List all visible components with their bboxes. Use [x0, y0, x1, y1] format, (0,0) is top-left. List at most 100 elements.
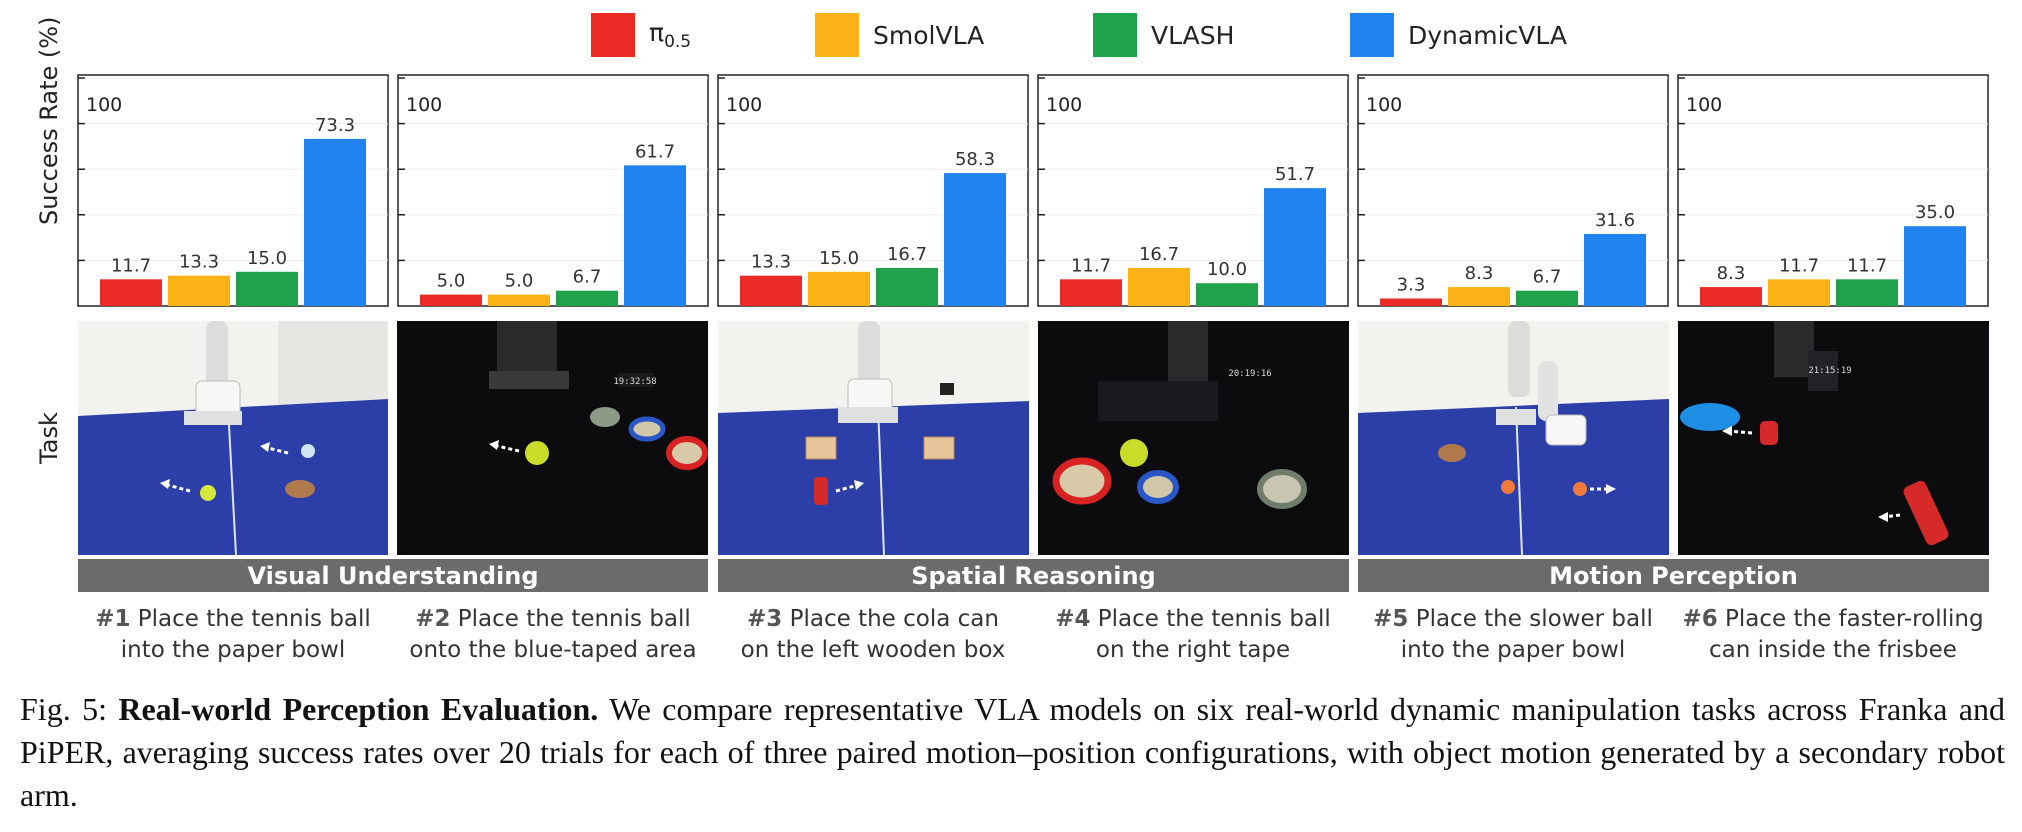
- data-label-dynamicvla-task4: 51.7: [1275, 164, 1315, 185]
- data-label-smolvla-task6: 11.7: [1779, 255, 1819, 276]
- bar-panels: 100 11.7 13.3 15.0 73.3 100 5.0 5.0 6.7 61.7 100 13…: [77, 74, 1989, 307]
- data-label-pi05-task4: 11.7: [1071, 255, 1111, 276]
- task-caption-2: #2 Place the tennis ball onto the blue-t…: [393, 604, 713, 666]
- bar-vlash-task2: [556, 290, 618, 306]
- task-photo-2: 19:32:58: [397, 321, 708, 555]
- y-tick-label-100: 100: [406, 94, 442, 116]
- clock-readout-4: 20:19:16: [1228, 369, 1271, 379]
- task-number: #2: [415, 606, 451, 632]
- data-label-pi05-task3: 13.3: [751, 252, 791, 273]
- data-label-vlash-task5: 6.7: [1533, 267, 1562, 288]
- task-line2: into the paper bowl: [120, 637, 346, 663]
- bar-vlash-task1: [236, 271, 298, 306]
- legend-label-smolvla: SmolVLA: [873, 20, 985, 50]
- bar-pi05-task4: [1060, 279, 1122, 306]
- category-band-spatial-reasoning: Spatial Reasoning: [718, 559, 1349, 592]
- bar-dynamicvla-task4: [1264, 188, 1326, 306]
- data-label-vlash-task2: 6.7: [573, 267, 602, 288]
- bar-dynamicvla-task6: [1904, 226, 1966, 306]
- task-line1: Place the tennis ball: [457, 606, 691, 632]
- task-axis-label: Task: [35, 412, 63, 464]
- task-number: #3: [747, 606, 783, 632]
- task-number: #5: [1373, 606, 1409, 632]
- data-label-smolvla-task3: 15.0: [819, 248, 859, 269]
- task-photo-3: [718, 321, 1029, 555]
- task-line1: Place the tennis ball: [137, 606, 371, 632]
- task-line1: Place the faster-rolling: [1725, 606, 1984, 632]
- data-label-vlash-task6: 11.7: [1847, 255, 1887, 276]
- legend-item-smolvla: SmolVLA: [815, 10, 984, 60]
- y-tick-label-100: 100: [726, 94, 762, 116]
- legend-label-dynamicvla: DynamicVLA: [1408, 20, 1567, 50]
- task-photo-4: 20:19:16: [1038, 321, 1349, 555]
- bar-vlash-task3: [876, 267, 938, 306]
- bar-smolvla-task5: [1448, 287, 1510, 306]
- bar-dynamicvla-task3: [944, 173, 1006, 306]
- bar-pi05-task3: [740, 275, 802, 306]
- task-number: #6: [1682, 606, 1718, 632]
- task-number: #4: [1055, 606, 1091, 632]
- bar-smolvla-task3: [808, 271, 870, 306]
- data-label-pi05-task6: 8.3: [1717, 263, 1746, 284]
- task-photo-5: [1358, 321, 1669, 555]
- task-caption-1: #1 Place the tennis ball into the paper …: [73, 604, 393, 666]
- data-label-pi05-task2: 5.0: [437, 271, 466, 292]
- bar-smolvla-task6: [1768, 279, 1830, 306]
- y-tick-label-100: 100: [1046, 94, 1082, 116]
- data-label-dynamicvla-task3: 58.3: [955, 149, 995, 170]
- legend: π0.5 SmolVLA VLASH DynamicVLA: [0, 10, 2022, 60]
- bar-vlash-task6: [1836, 279, 1898, 306]
- task-line2: on the right tape: [1095, 637, 1291, 663]
- data-label-dynamicvla-task6: 35.0: [1915, 202, 1955, 223]
- caption-prefix: Fig. 5:: [20, 691, 119, 727]
- y-tick-label-100: 100: [1366, 94, 1402, 116]
- task-line2: into the paper bowl: [1400, 637, 1626, 663]
- bar-smolvla-task1: [168, 275, 230, 306]
- clock-readout-2: 19:32:58: [613, 377, 656, 387]
- task-line2: onto the blue-taped area: [409, 637, 697, 663]
- bar-pi05-task5: [1380, 298, 1442, 306]
- task-line1: Place the slower ball: [1415, 606, 1653, 632]
- data-label-dynamicvla-task1: 73.3: [315, 115, 355, 136]
- bar-vlash-task5: [1516, 290, 1578, 306]
- category-band-visual-understanding: Visual Understanding: [78, 559, 708, 592]
- legend-swatch-pi05: [591, 13, 635, 57]
- clock-readout-6: 21:15:19: [1808, 366, 1851, 376]
- task-line1: Place the tennis ball: [1097, 606, 1331, 632]
- data-label-pi05-task1: 11.7: [111, 255, 151, 276]
- bar-dynamicvla-task5: [1584, 233, 1646, 306]
- data-label-vlash-task3: 16.7: [887, 244, 927, 265]
- data-label-dynamicvla-task5: 31.6: [1595, 210, 1635, 231]
- bar-dynamicvla-task1: [304, 138, 366, 306]
- data-label-smolvla-task4: 16.7: [1139, 244, 1179, 265]
- caption-title: Real-world Perception Evaluation.: [118, 691, 599, 727]
- caption-body: We compare representative VLA models on …: [20, 691, 2006, 813]
- bar-pi05-task6: [1700, 287, 1762, 306]
- task-line2: can inside the frisbee: [1709, 637, 1957, 663]
- bar-pi05-task2: [420, 294, 482, 306]
- task-caption-3: #3 Place the cola can on the left wooden…: [713, 604, 1033, 666]
- data-label-vlash-task4: 10.0: [1207, 259, 1247, 280]
- data-label-pi05-task5: 3.3: [1397, 274, 1426, 295]
- bar-pi05-task1: [100, 279, 162, 306]
- y-tick-label-100: 100: [1686, 94, 1722, 116]
- legend-item-vlash: VLASH: [1093, 10, 1234, 60]
- data-label-smolvla-task5: 8.3: [1465, 263, 1494, 284]
- data-label-vlash-task1: 15.0: [247, 248, 287, 269]
- bar-smolvla-task4: [1128, 267, 1190, 306]
- y-tick-label-100: 100: [86, 94, 122, 116]
- legend-item-pi05: π0.5: [591, 10, 691, 60]
- legend-swatch-vlash: [1093, 13, 1137, 57]
- category-band-motion-perception: Motion Perception: [1358, 559, 1989, 592]
- bar-smolvla-task2: [488, 294, 550, 306]
- task-line1: Place the cola can: [789, 606, 999, 632]
- data-label-smolvla-task2: 5.0: [505, 271, 534, 292]
- legend-item-dynamicvla: DynamicVLA: [1350, 10, 1567, 60]
- task-photo-1: [78, 321, 388, 555]
- legend-swatch-smolvla: [815, 13, 859, 57]
- legend-swatch-dynamicvla: [1350, 13, 1394, 57]
- task-caption-4: #4 Place the tennis ball on the right ta…: [1033, 604, 1353, 666]
- task-line2: on the left wooden box: [740, 637, 1006, 663]
- task-photo-6: 21:15:19: [1678, 321, 1989, 555]
